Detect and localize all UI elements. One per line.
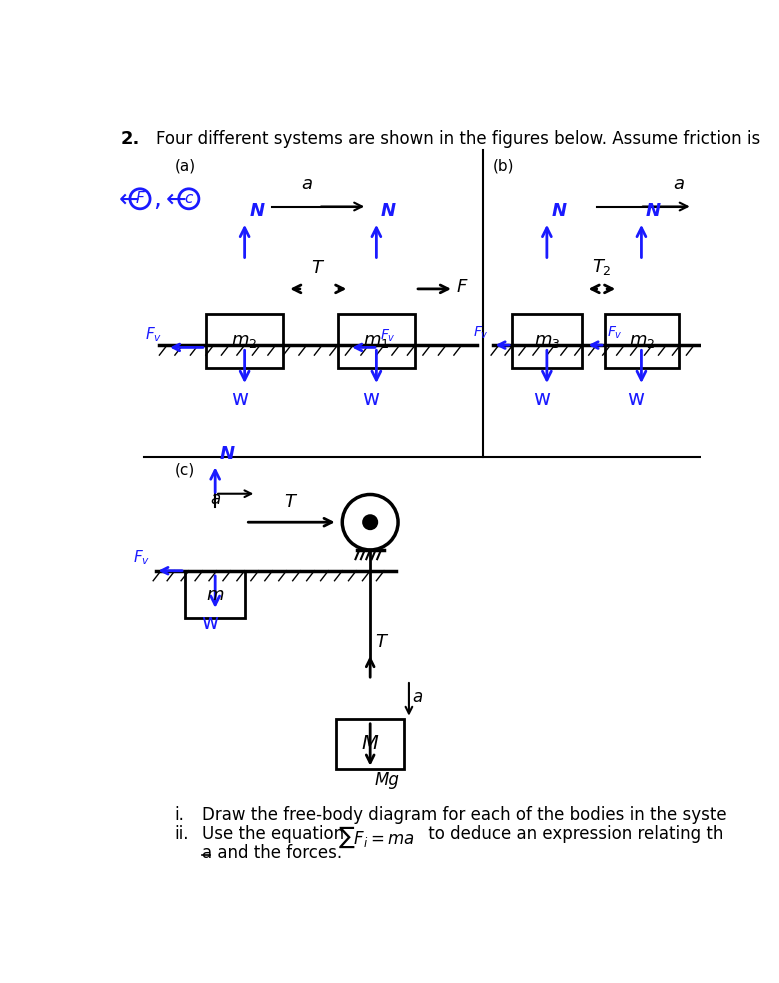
Text: $m_2$: $m_2$ bbox=[231, 332, 258, 350]
Text: $F_v$: $F_v$ bbox=[473, 324, 488, 341]
Text: $m_2$: $m_2$ bbox=[629, 332, 655, 350]
Bar bbox=[206, 315, 284, 369]
Text: T: T bbox=[375, 633, 386, 651]
Text: $\leftarrow$: $\leftarrow$ bbox=[115, 187, 141, 210]
Bar bbox=[336, 719, 404, 769]
Text: N: N bbox=[552, 202, 566, 220]
Text: Use the equation: Use the equation bbox=[202, 825, 349, 842]
Text: m: m bbox=[206, 586, 224, 604]
Text: T: T bbox=[311, 259, 323, 276]
Text: 2.: 2. bbox=[121, 130, 140, 147]
Text: F: F bbox=[457, 277, 467, 296]
Text: (a): (a) bbox=[174, 158, 196, 173]
Bar bbox=[185, 571, 245, 618]
Text: N: N bbox=[220, 445, 235, 463]
Text: Four different systems are shown in the figures below. Assume friction is: Four different systems are shown in the … bbox=[156, 130, 760, 147]
Text: a: a bbox=[210, 490, 220, 508]
Text: N: N bbox=[249, 202, 264, 220]
Text: a and the forces.: a and the forces. bbox=[202, 844, 342, 862]
Text: T: T bbox=[284, 492, 295, 510]
Text: (c): (c) bbox=[174, 462, 195, 477]
Text: ii.: ii. bbox=[174, 825, 189, 842]
Bar bbox=[605, 315, 679, 369]
Text: w: w bbox=[362, 389, 379, 409]
Text: w: w bbox=[201, 613, 218, 633]
Bar bbox=[512, 315, 582, 369]
Text: to deduce an expression relating th: to deduce an expression relating th bbox=[423, 825, 723, 842]
Text: N: N bbox=[381, 202, 397, 220]
Text: a: a bbox=[673, 175, 684, 194]
Circle shape bbox=[363, 515, 377, 529]
Text: $F_v$: $F_v$ bbox=[145, 324, 162, 344]
Text: $T_2$: $T_2$ bbox=[592, 257, 612, 276]
Text: a: a bbox=[301, 175, 312, 194]
Text: (b): (b) bbox=[492, 158, 514, 173]
Text: i.: i. bbox=[174, 806, 185, 824]
Text: $F_v$: $F_v$ bbox=[380, 327, 396, 344]
Text: Draw the free-body diagram for each of the bodies in the syste: Draw the free-body diagram for each of t… bbox=[202, 806, 727, 824]
Text: ,: , bbox=[153, 187, 161, 210]
Text: N: N bbox=[646, 202, 661, 220]
Text: a: a bbox=[412, 688, 422, 706]
Text: c: c bbox=[185, 192, 193, 206]
Text: $\leftarrow$: $\leftarrow$ bbox=[161, 187, 187, 210]
Text: F: F bbox=[136, 192, 144, 206]
Text: $F_v$: $F_v$ bbox=[133, 549, 150, 567]
Text: Mg: Mg bbox=[375, 771, 400, 789]
Text: w: w bbox=[533, 389, 550, 409]
Bar bbox=[337, 315, 415, 369]
Text: $F_v$: $F_v$ bbox=[608, 324, 623, 341]
Text: w: w bbox=[231, 389, 248, 409]
Text: M: M bbox=[361, 734, 379, 753]
Text: w: w bbox=[627, 389, 644, 409]
Text: $\sum F_i = ma$: $\sum F_i = ma$ bbox=[337, 825, 414, 850]
Text: $m_3$: $m_3$ bbox=[534, 332, 560, 350]
Text: $m_1$: $m_1$ bbox=[363, 332, 390, 350]
